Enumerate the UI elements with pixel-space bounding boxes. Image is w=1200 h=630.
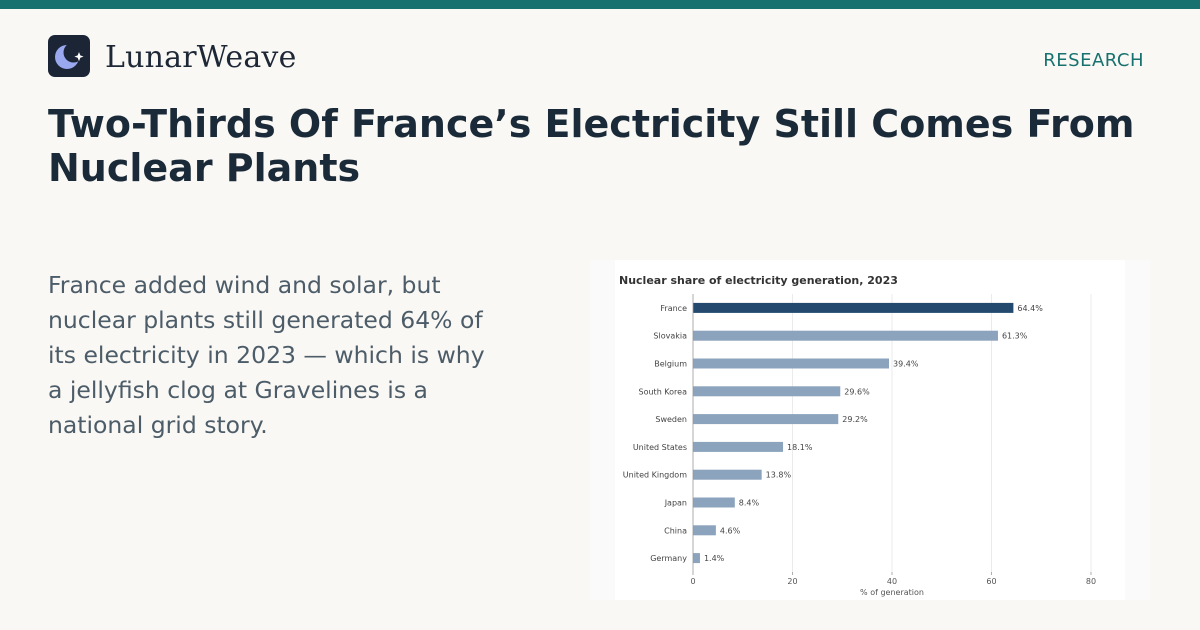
category-label: China [664,526,687,535]
category-label: United Kingdom [623,471,687,480]
value-label: 39.4% [893,360,919,369]
value-label: 64.4% [1017,304,1043,313]
bar-germany[interactable] [693,553,700,564]
x-axis-label: % of generation [860,588,924,597]
value-label: 4.6% [720,526,741,535]
x-tick-label: 20 [787,577,797,586]
bar-france[interactable] [693,302,1014,313]
category-label: Japan [664,499,687,508]
value-label: 1.4% [704,554,725,563]
category-label: Belgium [654,360,687,369]
value-label: 61.3% [1002,332,1028,341]
brand-name[interactable]: LunarWeave [105,40,297,75]
bar-slovakia[interactable] [693,330,998,341]
category-label: Germany [650,554,687,563]
category-label: South Korea [639,387,688,396]
x-tick-label: 40 [887,577,897,586]
x-tick-label: 0 [690,577,695,586]
bar-united-states[interactable] [693,441,784,452]
value-label: 18.1% [787,443,813,452]
bar-japan[interactable] [693,497,735,508]
bar-south-korea[interactable] [693,386,841,397]
bar-sweden[interactable] [693,414,839,425]
crescent-moon-sparkle-icon [55,42,84,69]
brand-logo[interactable] [48,35,90,77]
category-label: United States [633,443,687,452]
chart-panel: Nuclear share of electricity generation,… [590,260,1150,600]
bar-china[interactable] [693,525,716,536]
x-tick-label: 60 [986,577,996,586]
article-summary: France added wind and solar, but nuclear… [48,271,485,439]
value-label: 13.8% [766,471,792,480]
bar-belgium[interactable] [693,358,890,369]
value-label: 29.6% [844,387,870,396]
value-label: 8.4% [739,499,760,508]
x-tick-label: 80 [1086,577,1096,586]
chart-title: Nuclear share of electricity generation,… [619,274,898,287]
category-label: France [660,304,687,313]
bar-united-kingdom[interactable] [693,469,762,480]
section-label[interactable]: RESEARCH [1043,50,1144,71]
category-label: Slovakia [653,332,687,341]
bar-chart: Nuclear share of electricity generation,… [590,260,1150,600]
category-label: Sweden [655,415,687,424]
value-label: 29.2% [842,415,868,424]
page-title: Two-Thirds Of France’s Electricity Still… [48,102,1135,190]
top-accent-bar [0,0,1200,9]
